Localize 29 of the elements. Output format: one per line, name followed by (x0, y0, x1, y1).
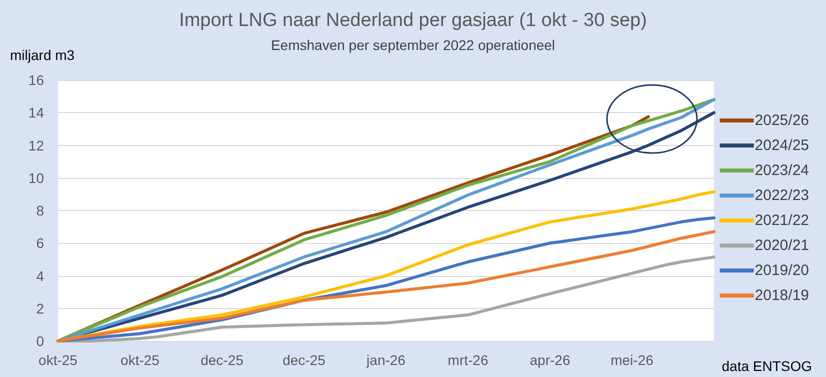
y-tick-label: 8 (36, 202, 44, 218)
x-tick-label: dec-25 (282, 352, 326, 368)
x-tick-label: okt-25 (120, 352, 160, 368)
chart-title: Import LNG naar Nederland per gasjaar (1 okt - 30 sep) (179, 10, 647, 31)
y-tick-label: 14 (28, 104, 44, 121)
legend-label: 2019/20 (754, 262, 810, 279)
y-tick-label: 10 (28, 170, 44, 186)
legend-label: 2024/25 (754, 137, 810, 154)
legend-label: 2020/21 (754, 237, 810, 254)
x-tick-label: mei-26 (610, 352, 654, 368)
x-tick-label: okt-25 (38, 352, 78, 368)
x-tick-label: apr-26 (530, 352, 570, 368)
x-tick-label: mrt-26 (448, 352, 488, 368)
y-axis-title: miljard m3 (10, 47, 75, 63)
text: data ENTSOG (722, 358, 812, 374)
y-tick-label: 16 (28, 72, 44, 88)
y-tick-label: 4 (36, 268, 44, 284)
legend-label: 2023/24 (754, 162, 810, 179)
legend-label: 2022/23 (754, 187, 810, 204)
legend-label: 2021/22 (754, 212, 810, 229)
legend-label: 2025/26 (754, 112, 810, 129)
y-tick-label: 2 (36, 300, 44, 316)
chart-subtitle: Eemshaven per september 2022 operationeel (270, 37, 556, 53)
y-tick-label: 0 (36, 333, 44, 349)
y-tick-label: 6 (36, 235, 44, 252)
y-tick-label: 12 (28, 137, 44, 154)
x-tick-label: jan-26 (366, 352, 406, 368)
legend-label: 2018/19 (754, 287, 810, 304)
x-tick-label: dec-25 (200, 352, 244, 368)
